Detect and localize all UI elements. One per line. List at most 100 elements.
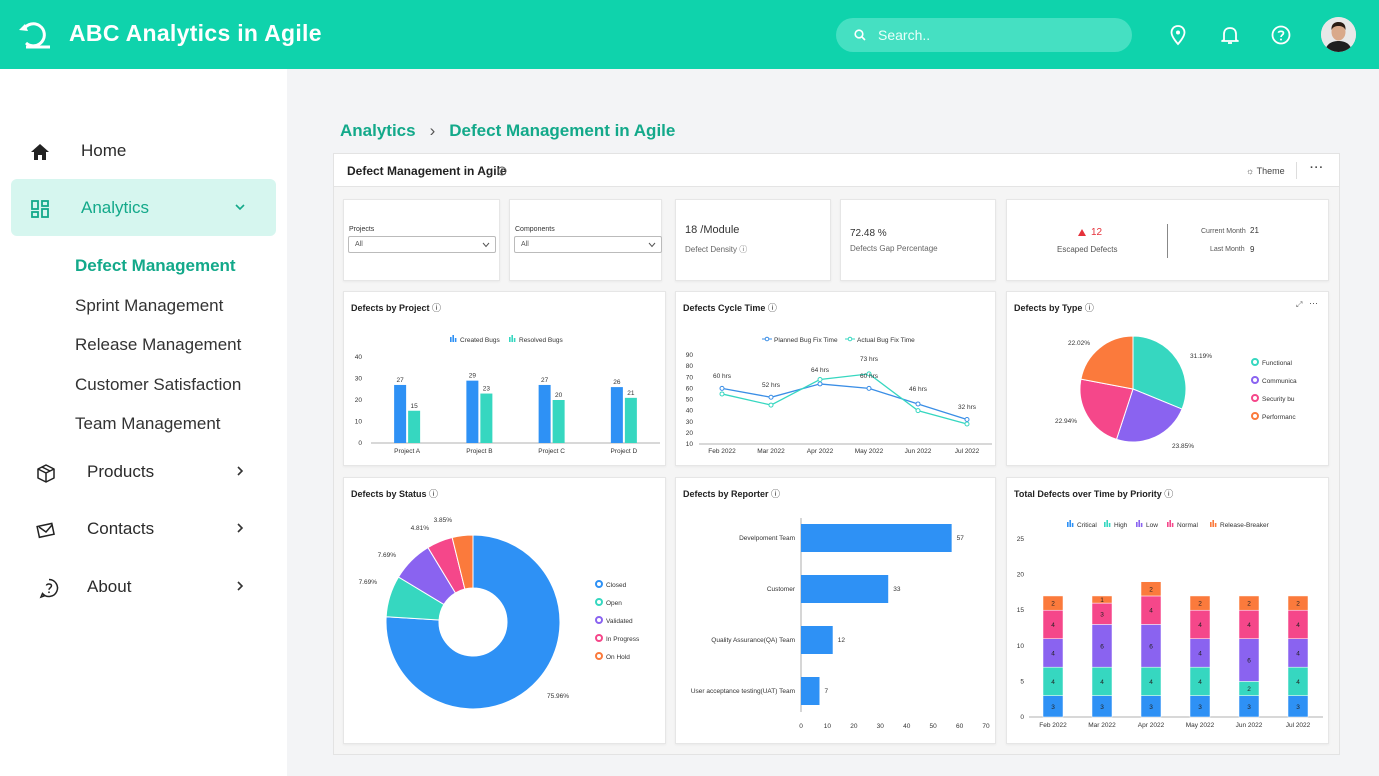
header-divider bbox=[1296, 162, 1297, 179]
data-label: 4 bbox=[1100, 679, 1104, 686]
theme-button[interactable]: ☼ Theme bbox=[1246, 166, 1285, 176]
sidebar-item-analytics[interactable]: Analytics bbox=[11, 179, 276, 236]
info-icon[interactable] bbox=[497, 166, 507, 176]
data-label: 3 bbox=[1247, 704, 1251, 711]
escaped-value: 12 bbox=[1091, 227, 1103, 238]
defects-by-reporter-card: Defects by Reporter ⓘ 0 10 20 30 40 50 60 70 57 D… bbox=[675, 477, 996, 744]
x-tick-label: Project C bbox=[538, 448, 565, 455]
legend-marker bbox=[454, 338, 457, 342]
y-tick-label: 10 bbox=[686, 441, 694, 448]
data-label: 15 bbox=[411, 403, 419, 410]
legend-label: Validated bbox=[606, 618, 633, 625]
x-tick-label: Jul 2022 bbox=[955, 448, 980, 455]
components-value: All bbox=[521, 241, 529, 248]
projects-select[interactable]: All bbox=[348, 236, 496, 253]
pie-slice bbox=[1080, 335, 1134, 390]
info-icon[interactable]: ⓘ bbox=[739, 245, 748, 254]
defects-by-status-chart: 75.96% 7.69% 7.69% 4.81% 3.85% Closed Open Vali… bbox=[359, 517, 640, 710]
chart-title: Defects by Project ⓘ bbox=[351, 303, 442, 313]
data-label: 4.81% bbox=[411, 525, 430, 532]
bar bbox=[480, 393, 493, 443]
breadcrumb-separator: › bbox=[429, 121, 436, 140]
data-label: 60 hrs bbox=[713, 373, 732, 380]
stacked-bar-segment bbox=[1238, 595, 1260, 611]
y-tick-label: 60 bbox=[686, 385, 694, 392]
data-label: 32 hrs bbox=[958, 404, 977, 411]
legend-marker bbox=[595, 634, 603, 642]
more-options-button[interactable]: ··· bbox=[1309, 298, 1318, 308]
info-icon[interactable]: ⓘ bbox=[429, 489, 439, 499]
help-icon[interactable] bbox=[1270, 24, 1292, 46]
chevron-down-icon bbox=[648, 242, 656, 248]
y-tick-label: 20 bbox=[686, 430, 694, 437]
data-label: 2 bbox=[1051, 601, 1055, 608]
escaped-label: Escaped Defects bbox=[1057, 245, 1118, 254]
sidebar-item-contacts[interactable]: Contacts bbox=[11, 500, 276, 557]
legend-label: Release-Breaker bbox=[1220, 522, 1270, 529]
info-icon[interactable]: ⓘ bbox=[1164, 489, 1174, 499]
legend-marker bbox=[1138, 520, 1140, 527]
data-label: 23.85% bbox=[1172, 443, 1194, 450]
top-bar: ABC Analytics in Agile bbox=[0, 0, 1379, 69]
breadcrumb-root-link[interactable]: Analytics bbox=[340, 121, 416, 140]
components-select[interactable]: All bbox=[514, 236, 662, 253]
legend-label: Communica bbox=[1262, 378, 1297, 385]
x-tick-label: Project A bbox=[394, 448, 421, 455]
info-icon[interactable]: ⓘ bbox=[432, 303, 442, 313]
search-box[interactable] bbox=[836, 18, 1132, 52]
expand-icon[interactable]: ⤢ bbox=[1296, 300, 1303, 309]
sidebar-item-about[interactable]: About bbox=[11, 558, 276, 615]
submenu-sprint-management[interactable]: Sprint Management bbox=[75, 296, 224, 315]
submenu-defect-management[interactable]: Defect Management bbox=[75, 256, 236, 275]
x-tick-label: Mar 2022 bbox=[1088, 722, 1116, 729]
info-icon[interactable]: ⓘ bbox=[767, 303, 777, 313]
dashboard-title: Defect Management in Agile bbox=[347, 164, 507, 178]
data-point bbox=[719, 391, 725, 397]
sidebar-item-products[interactable]: Products bbox=[11, 443, 276, 500]
data-point bbox=[817, 376, 823, 382]
data-label: 12 bbox=[838, 637, 846, 644]
y-tick-label: 30 bbox=[355, 376, 363, 383]
y-tick-label: 25 bbox=[1017, 536, 1025, 543]
data-label: 3 bbox=[1100, 704, 1104, 711]
y-tick-label: Develpoment Team bbox=[739, 535, 795, 542]
sidebar-item-home[interactable]: Home bbox=[11, 122, 276, 179]
legend-marker bbox=[1251, 412, 1259, 420]
sidebar-item-label: About bbox=[87, 576, 132, 596]
bar bbox=[394, 384, 407, 443]
data-label: 75.96% bbox=[547, 693, 569, 700]
app-title: ABC Analytics in Agile bbox=[69, 20, 322, 46]
defects-by-type-chart: 31.19% 23.85% 22.94% 22.02% Functional Commun… bbox=[1055, 335, 1297, 450]
defect-density-card: 18 /Module Defect Density ⓘ bbox=[675, 199, 831, 281]
legend-marker bbox=[1104, 522, 1106, 527]
search-input[interactable] bbox=[878, 27, 1098, 43]
y-tick-label: 20 bbox=[355, 397, 363, 404]
data-label: 6 bbox=[1247, 658, 1251, 665]
pie-slice bbox=[1115, 388, 1183, 443]
submenu-team-management[interactable]: Team Management bbox=[75, 414, 221, 433]
x-tick-label: Jul 2022 bbox=[1286, 722, 1311, 729]
series-line bbox=[721, 383, 968, 421]
dashboard-header: Defect Management in Agile ☼ Theme ··· bbox=[334, 154, 1339, 187]
submenu-customer-satisfaction[interactable]: Customer Satisfaction bbox=[75, 375, 242, 394]
bar bbox=[801, 575, 889, 603]
kpi-divider bbox=[1167, 224, 1168, 258]
box-icon bbox=[37, 464, 55, 483]
data-label: 73 hrs bbox=[860, 356, 879, 363]
more-options-button[interactable]: ··· bbox=[1310, 162, 1324, 174]
data-label: 7 bbox=[825, 688, 829, 695]
info-icon[interactable]: ⓘ bbox=[771, 489, 781, 499]
gap-value: 72.48 % bbox=[850, 228, 887, 239]
data-label: 64 hrs bbox=[811, 367, 830, 374]
bell-icon[interactable] bbox=[1219, 24, 1241, 46]
info-icon[interactable]: ⓘ bbox=[1084, 303, 1094, 313]
sidebar-item-label: Analytics bbox=[81, 197, 150, 217]
components-filter-card: Components All bbox=[509, 199, 662, 281]
data-label: 60 hrs bbox=[860, 373, 879, 380]
location-icon[interactable] bbox=[1167, 24, 1189, 46]
legend-marker bbox=[1136, 522, 1138, 527]
user-avatar[interactable] bbox=[1321, 17, 1356, 52]
legend-marker bbox=[764, 336, 770, 342]
submenu-release-management[interactable]: Release Management bbox=[75, 335, 242, 354]
chart-title: Total Defects over Time by Priority ⓘ bbox=[1014, 489, 1174, 499]
